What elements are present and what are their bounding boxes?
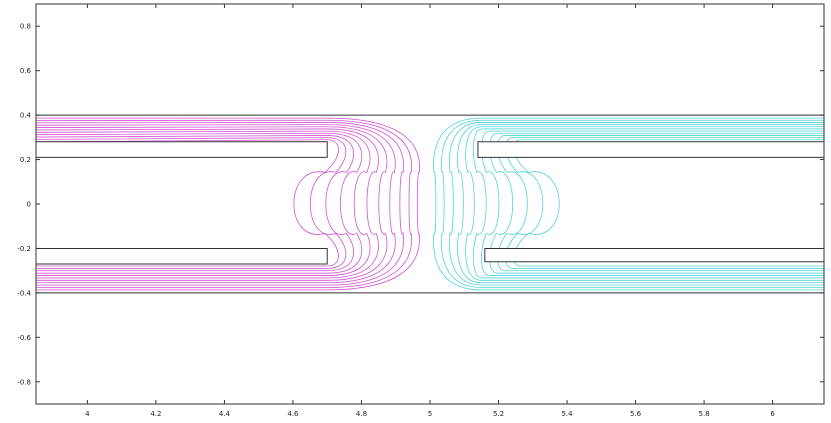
y-tick-label: 0.4	[20, 112, 32, 120]
contour-line-right	[448, 122, 824, 286]
x-tick-label: 5.8	[699, 410, 710, 418]
x-tick-label: 4.2	[150, 410, 161, 418]
x-tick-label: 5.4	[561, 410, 573, 418]
y-tick-label: 0.2	[20, 156, 31, 164]
x-tick-label: 4.6	[287, 410, 299, 418]
contour-line-right	[433, 117, 824, 291]
y-tick-label: -0.2	[17, 245, 31, 253]
y-axis: 0.8 0.6 0.4 0.2 0 -0.2 -0.4 -0.6 -0.8	[17, 23, 824, 386]
contour-line-left	[35, 124, 396, 284]
contour-line-right	[457, 124, 824, 284]
contour-line-right	[473, 128, 824, 279]
geometry-outlines	[36, 114, 824, 294]
contour-line-left	[36, 117, 420, 291]
contours-left	[35, 117, 420, 291]
contour-line-left	[35, 139, 339, 267]
contour-line-left	[35, 132, 363, 274]
x-axis: 4 4.2 4.4 4.6 4.8 5 5.2 5.4 5.6 5.8 6	[85, 4, 775, 418]
contour-line-left	[35, 128, 379, 279]
x-tick-label: 5	[428, 410, 432, 418]
contour-line-left	[35, 137, 347, 269]
x-tick-label: 5.2	[493, 410, 504, 418]
contour-line-left	[35, 122, 404, 286]
y-tick-label: 0.8	[20, 23, 31, 31]
x-tick-label: 4	[85, 410, 90, 418]
lower-right-electrode	[484, 247, 824, 263]
x-tick-label: 6	[770, 410, 775, 418]
x-tick-label: 4.8	[356, 410, 367, 418]
contour-line-left	[35, 135, 354, 272]
y-tick-label: -0.6	[17, 334, 31, 342]
contour-line-right	[441, 119, 824, 288]
y-tick-label: -0.4	[17, 289, 31, 297]
contour-line-right	[465, 126, 824, 281]
x-tick-label: 5.6	[630, 410, 642, 418]
contour-line-left	[35, 130, 371, 276]
y-tick-label: -0.8	[17, 378, 31, 386]
contour-line-left	[35, 126, 388, 281]
axes-frame	[35, 3, 825, 405]
contour-line-right	[513, 139, 824, 267]
y-tick-label: 0.6	[20, 67, 32, 75]
y-tick-label: 0	[27, 201, 31, 209]
x-tick-label: 4.4	[219, 410, 231, 418]
upper-right-electrode	[477, 141, 824, 158]
lower-left-electrode	[36, 247, 328, 265]
upper-left-electrode	[36, 141, 328, 158]
contour-line-left	[35, 119, 413, 288]
